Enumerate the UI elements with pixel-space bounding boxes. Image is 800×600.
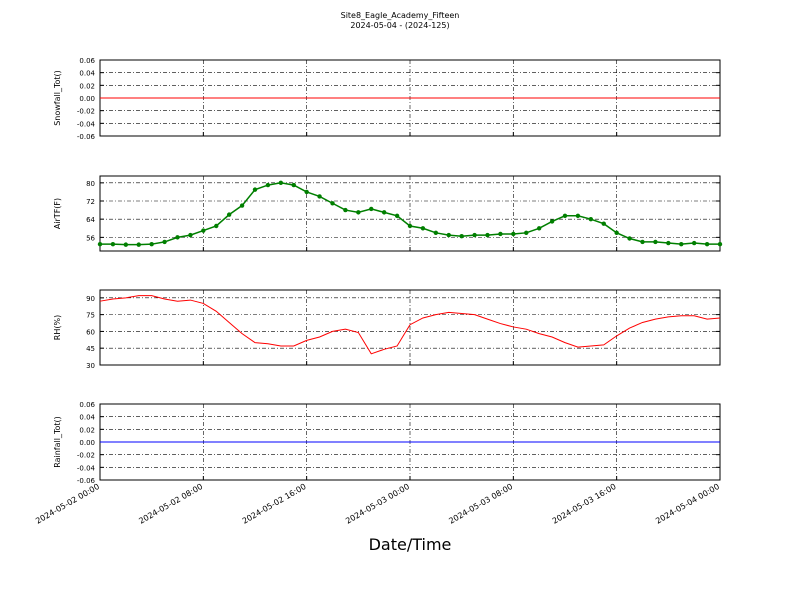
y-tick-label: -0.06 [77,477,96,485]
data-point [214,223,219,229]
chart-title: Site8_Eagle_Academy_Fifteen [341,11,460,20]
data-point [110,241,116,247]
y-tick-label: 0.00 [79,95,95,103]
data-point [524,230,529,236]
data-point [614,230,619,236]
y-tick-label: -0.06 [77,133,96,141]
y-tick-label: 64 [86,216,95,224]
data-point [627,236,632,241]
data-point [162,239,167,245]
data-point [343,207,348,213]
data-point [356,210,361,215]
data-point [394,213,400,218]
y-tick-label: 0.02 [79,426,95,434]
data-point [97,241,103,247]
y-axis-label: RH(%) [53,315,62,340]
plot-frame [99,289,721,366]
data-point [123,242,129,247]
y-axis-label: AirTF(F) [53,198,62,229]
data-point [575,213,581,218]
data-point [498,231,503,237]
data-point [601,221,606,226]
x-tick-label: 2024-05-03 00:00 [344,482,411,526]
data-point [291,182,296,188]
data-point [653,239,658,245]
data-point [717,241,723,247]
x-axis-label: Date/Time [369,535,452,554]
data-point [679,241,684,247]
data-point [175,235,180,240]
data-point [549,219,555,224]
chart-subtitle: 2024-05-04 - (2024-125) [350,21,449,30]
y-tick-label: 45 [86,345,95,353]
y-tick-label: 60 [86,328,95,336]
x-tick-label: 2024-05-02 08:00 [137,482,204,526]
data-point [381,210,387,215]
y-tick-label: -0.04 [77,464,96,472]
y-tick-label: 30 [86,362,95,370]
data-point [691,240,697,246]
data-point [330,201,335,206]
y-tick-label: 56 [86,234,95,242]
y-tick-label: 0.06 [79,401,95,409]
data-point [304,189,309,195]
data-point [149,241,154,247]
data-point [666,240,671,246]
data-point [511,231,516,237]
data-point [252,187,258,192]
data-point [704,241,710,247]
data-point [536,226,542,231]
y-axis-label: Rainfall_Tot() [53,416,62,468]
x-tick-label: 2024-05-02 00:00 [34,482,101,526]
data-point [588,216,594,222]
y-tick-label: 72 [86,198,95,206]
y-tick-label: 75 [86,312,95,320]
data-point [640,239,645,245]
data-point [136,242,141,247]
y-axis-label: Snowfall_Tot() [53,70,62,126]
y-tick-label: 0.04 [79,414,95,422]
data-point [562,213,568,218]
data-point [407,223,413,229]
y-tick-label: 0.04 [79,70,95,78]
x-tick-label: 2024-05-02 16:00 [241,482,308,526]
y-tick-label: 90 [86,295,95,303]
y-tick-label: -0.02 [77,108,95,116]
y-tick-label: 0.06 [79,57,95,65]
data-point [188,232,193,238]
x-tick-label: 2024-05-03 08:00 [447,482,514,526]
x-tick-label: 2024-05-04 00:00 [654,482,721,526]
y-tick-label: 0.00 [79,439,95,447]
data-point [265,182,271,188]
data-point [226,212,232,217]
y-tick-label: -0.02 [77,452,95,460]
data-point [420,226,426,231]
data-point [472,232,477,238]
data-point [239,203,245,208]
y-tick-label: 0.02 [79,82,95,90]
data-point [485,232,490,238]
data-point [278,180,284,186]
plot-frame [99,175,721,252]
data-point [446,232,451,238]
y-tick-label: 80 [86,180,95,188]
data-point [433,230,439,236]
data-line [99,295,721,355]
data-point [369,206,374,212]
y-tick-label: -0.04 [77,120,96,128]
data-point [459,234,464,239]
data-point [317,194,322,199]
x-tick-label: 2024-05-03 16:00 [551,482,618,526]
data-point [201,228,206,233]
